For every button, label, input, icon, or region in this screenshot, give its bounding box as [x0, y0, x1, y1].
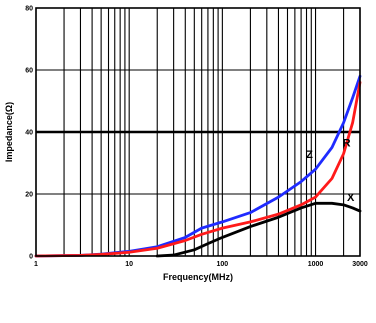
series-label-z: Z	[306, 149, 313, 161]
series-labels: Z R X	[306, 138, 355, 204]
x-tick-label: 1000	[308, 261, 324, 268]
series-line-x	[155, 201, 362, 258]
y-tick-label: 80	[25, 6, 33, 13]
x-axis-title: Frequency(MHz)	[163, 272, 233, 282]
plot-frame	[35, 7, 361, 257]
y-tick-label: 60	[25, 68, 33, 75]
series-label-r: R	[343, 138, 351, 150]
plot-border	[35, 7, 361, 257]
x-tick-label: 10	[125, 261, 133, 268]
tick-labels: 1 10 100 1000 3000 0 20 40 60 80	[25, 6, 368, 269]
x-tick-label: 3000	[352, 261, 368, 268]
y-axis-title: Impedance(Ω)	[4, 102, 14, 162]
y-tick-label: 20	[25, 192, 33, 199]
x-tick-label: 100	[217, 261, 229, 268]
y-tick-label: 0	[29, 254, 33, 261]
series-label-x: X	[347, 192, 355, 204]
series-line-r	[34, 81, 362, 258]
x-tick-label: 1	[34, 261, 38, 268]
series-group	[34, 74, 362, 258]
y-tick-label: 40	[25, 130, 33, 137]
